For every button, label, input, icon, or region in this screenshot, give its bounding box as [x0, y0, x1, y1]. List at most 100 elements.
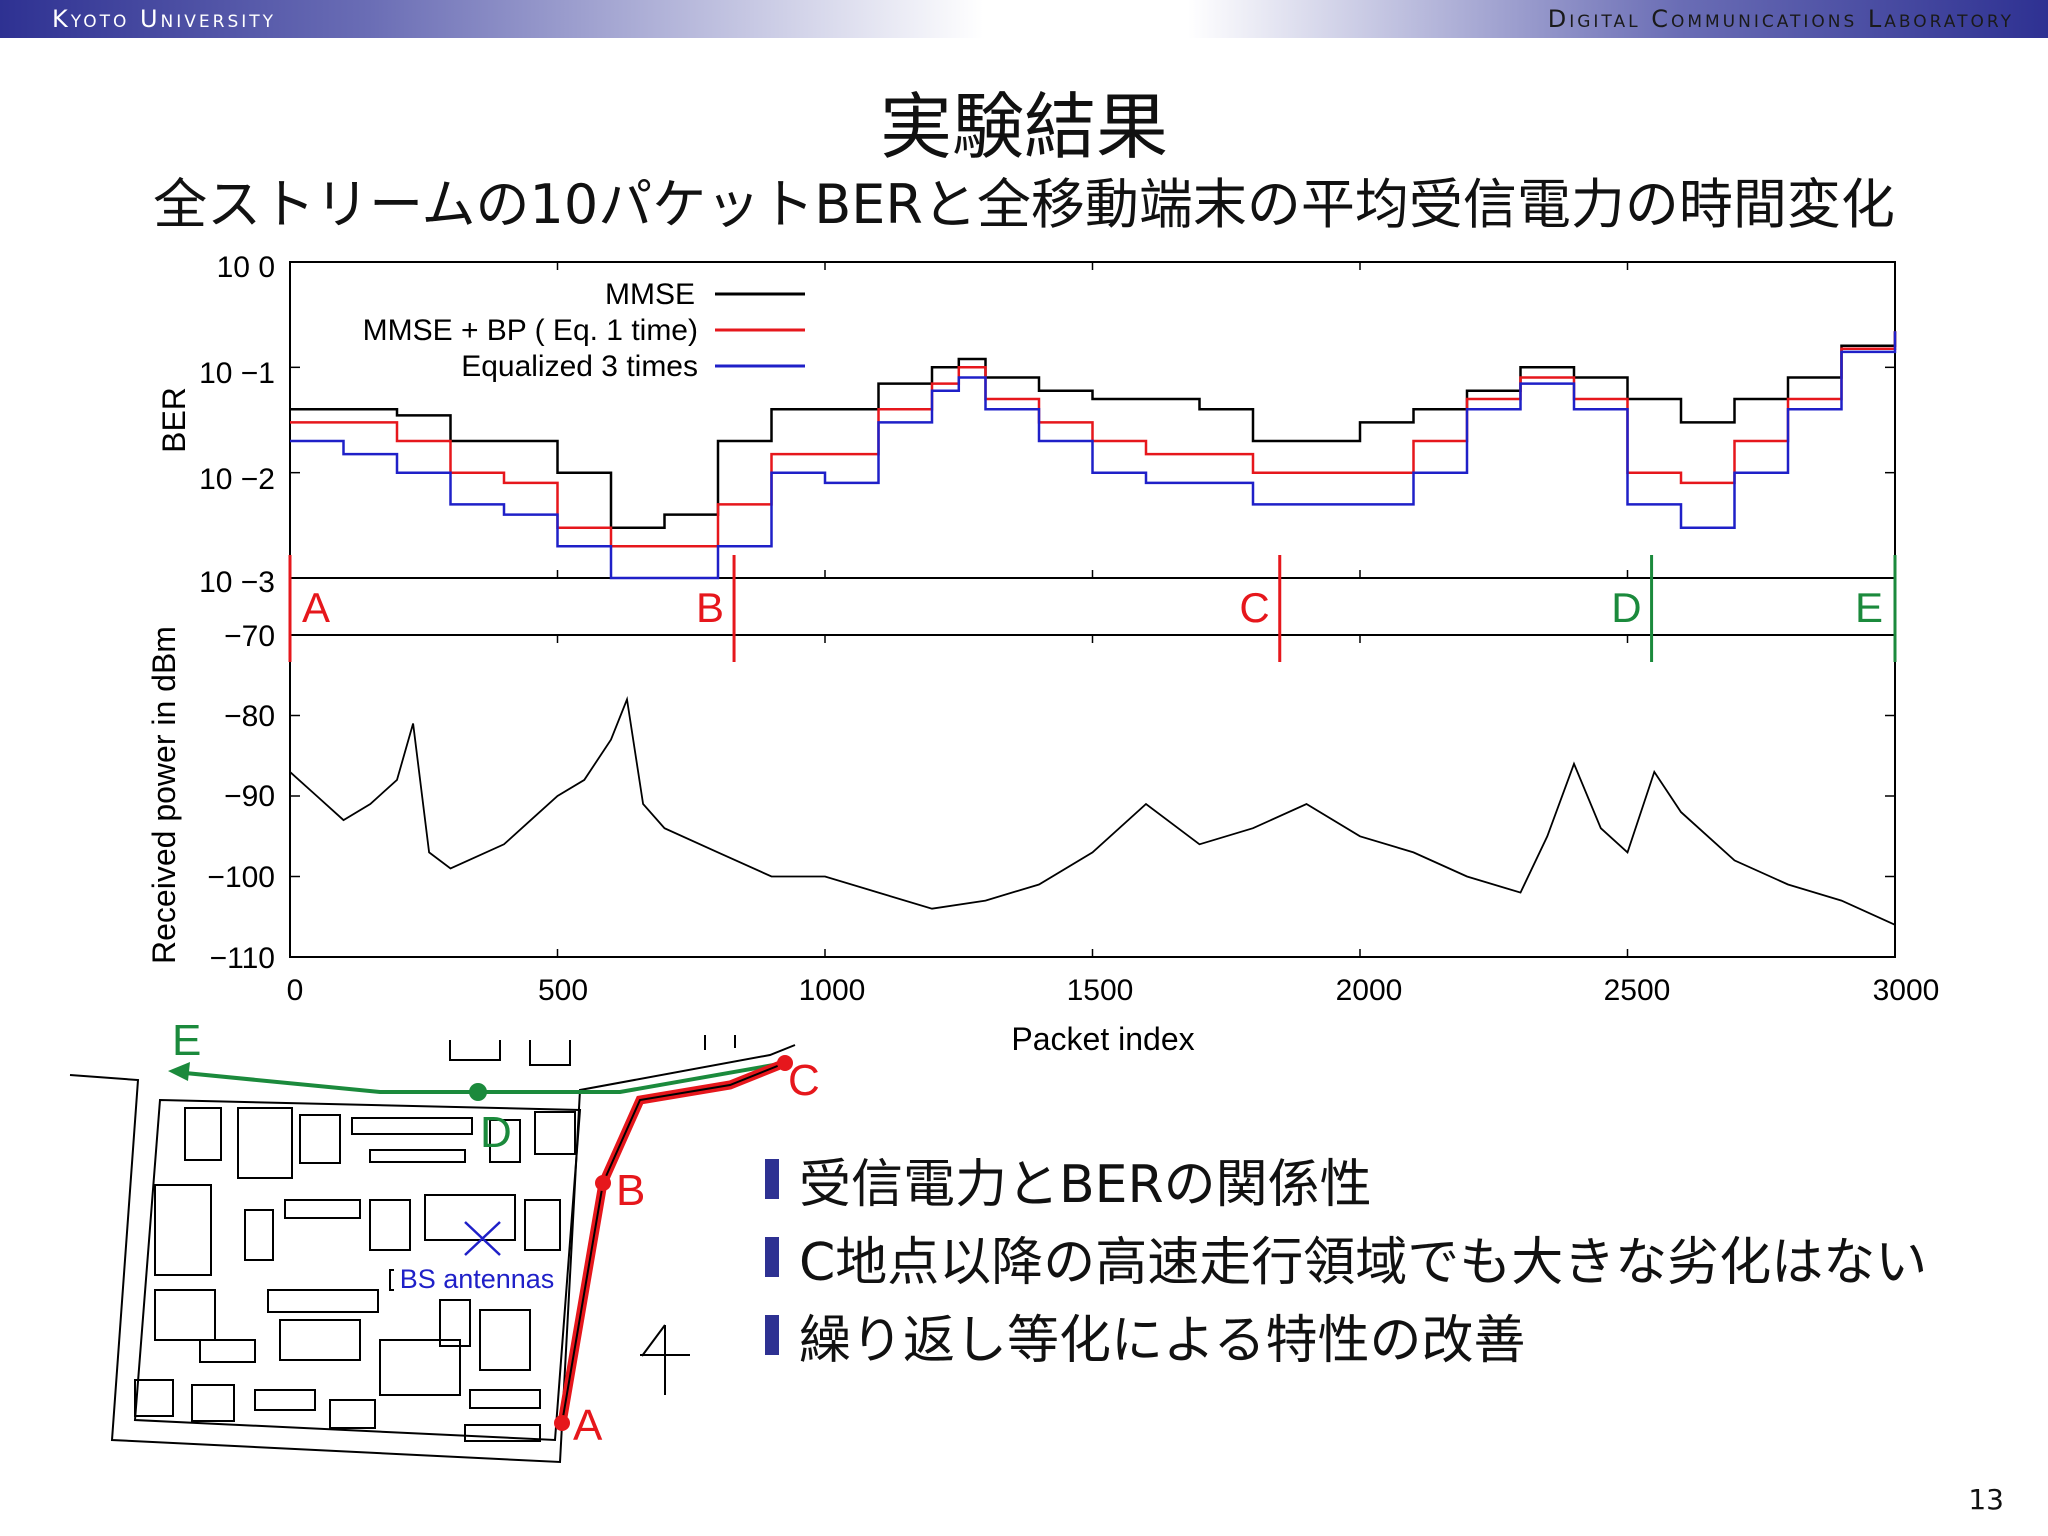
- building: [369, 1199, 411, 1251]
- map-top-road-left: [449, 1040, 501, 1061]
- power-plot-frame: [289, 634, 1896, 958]
- map-top-road-right: [704, 1035, 736, 1050]
- map-label-d: D: [480, 1108, 512, 1157]
- xtick-label: 1500: [1067, 974, 1134, 1007]
- header-bar: Kyoto University Digital Communications …: [0, 0, 2048, 38]
- slide-title: 実験結果: [879, 85, 1168, 169]
- xtick-label: 2000: [1336, 974, 1403, 1007]
- building: [379, 1339, 461, 1396]
- power-line: [289, 695, 1896, 926]
- map-point-d: [469, 1083, 487, 1101]
- map-point-labels: A B C D E: [172, 1016, 820, 1450]
- marker-label-b: B: [696, 584, 724, 631]
- map-inner-road: [133, 1098, 582, 1442]
- map-label-e: E: [172, 1016, 201, 1065]
- legend-mmse-label: MMSE: [605, 278, 695, 311]
- map-point-a: [554, 1415, 570, 1431]
- ber-ytick-labels: 10 0 10 −1 10 −2 10 −3: [199, 251, 275, 599]
- bullet-text: 繰り返し等化による特性の改善: [799, 1310, 1526, 1371]
- ber-series-line-1: [290, 331, 1897, 529]
- map-point-b: [595, 1175, 611, 1191]
- building: [351, 1117, 473, 1135]
- lab-name: Digital Communications Laboratory: [1547, 5, 2014, 33]
- power-ytick-label: −80: [224, 700, 275, 733]
- ber-legend: MMSE MMSE + BP ( Eq. 1 time) Equalized 3…: [363, 278, 805, 383]
- antenna-icon: [464, 1221, 501, 1256]
- building: [237, 1107, 293, 1179]
- marker-label-d: D: [1611, 584, 1641, 631]
- bullet-text: 受信電力とBERの関係性: [799, 1154, 1372, 1215]
- route-red: [557, 1058, 787, 1424]
- power-ytick-label: −70: [224, 620, 275, 653]
- legend-eq3-label: Equalized 3 times: [461, 350, 698, 383]
- building: [464, 1424, 541, 1442]
- bullet-marker-icon: [765, 1159, 779, 1199]
- map-top-road-mid: [529, 1040, 571, 1066]
- ber-ytick-label: 10 −3: [199, 566, 275, 599]
- ber-ytick-label: 10 −2: [199, 463, 275, 496]
- building: [439, 1299, 471, 1347]
- xtick-label: 500: [538, 974, 588, 1007]
- building: [184, 1107, 222, 1161]
- marker-label-a: A: [302, 584, 330, 631]
- map-label-a: A: [573, 1401, 603, 1450]
- antenna-label-bg: [394, 1262, 560, 1292]
- building: [267, 1289, 379, 1313]
- xtick-labels: 0 500 1000 1500 2000 2500 3000: [287, 974, 1940, 1007]
- bullet-item: C地点以降の高速走行領域でも大きな劣化はない: [765, 1218, 1927, 1296]
- power-ytick-label: −100: [207, 861, 275, 894]
- bullet-list: 受信電力とBERの関係性 C地点以降の高速走行領域でも大きな劣化はない 繰り返し…: [765, 1140, 1927, 1374]
- route-markers: A B C D E: [288, 555, 1897, 662]
- power-axis-label: Received power in dBm: [146, 626, 182, 964]
- building: [489, 1119, 521, 1163]
- map-label-c: C: [788, 1056, 820, 1105]
- route-red-core: [561, 1062, 786, 1424]
- building: [534, 1111, 576, 1155]
- building: [424, 1194, 516, 1241]
- power-series-group: [289, 695, 1896, 926]
- building: [284, 1199, 361, 1219]
- route-green-arrowhead: [168, 1062, 190, 1081]
- marker-label-c: C: [1239, 584, 1269, 631]
- legend-mmse-bp-label: MMSE + BP ( Eq. 1 time): [363, 314, 698, 347]
- building: [369, 1149, 466, 1163]
- building: [154, 1289, 216, 1341]
- building: [299, 1114, 341, 1164]
- building: [329, 1399, 376, 1429]
- building: [479, 1309, 531, 1371]
- marker-label-e: E: [1855, 584, 1883, 631]
- route-map: [69, 1035, 796, 1464]
- map-label-b: B: [616, 1166, 645, 1215]
- xtick-label: 3000: [1873, 974, 1940, 1007]
- bullet-text: C地点以降の高速走行領域でも大きな劣化はない: [799, 1232, 1928, 1293]
- ber-series-line-3: [290, 331, 1897, 580]
- page-number: 13: [1968, 1483, 2004, 1516]
- bullet-marker-icon: [765, 1237, 779, 1277]
- xtick-label: 1000: [799, 974, 866, 1007]
- building: [191, 1384, 235, 1422]
- ber-series-line-2: [290, 331, 1897, 548]
- xtick-label: 2500: [1604, 974, 1671, 1007]
- bullet-marker-icon: [765, 1315, 779, 1355]
- north-arrow: [640, 1324, 690, 1395]
- building: [524, 1199, 561, 1251]
- building: [469, 1389, 541, 1409]
- building: [199, 1339, 256, 1363]
- route-green: [174, 1061, 786, 1094]
- ber-ytick-label: 10 0: [217, 251, 275, 284]
- university-name: Kyoto University: [52, 5, 277, 33]
- power-ytick-labels: −70 −80 −90 −100 −110: [207, 620, 275, 975]
- xtick-label: 0: [287, 974, 304, 1007]
- bullet-item: 繰り返し等化による特性の改善: [765, 1296, 1927, 1374]
- map-outer-road: [69, 1044, 796, 1464]
- ber-axis-label: BER: [156, 387, 192, 453]
- building: [134, 1379, 174, 1417]
- power-ytick-label: −90: [224, 780, 275, 813]
- ber-ytick-label: 10 −1: [199, 357, 275, 390]
- map-point-c: [777, 1055, 793, 1071]
- ber-grid: [289, 261, 1896, 958]
- building: [244, 1209, 274, 1261]
- building: [279, 1319, 361, 1361]
- x-axis-label: Packet index: [1011, 1021, 1194, 1057]
